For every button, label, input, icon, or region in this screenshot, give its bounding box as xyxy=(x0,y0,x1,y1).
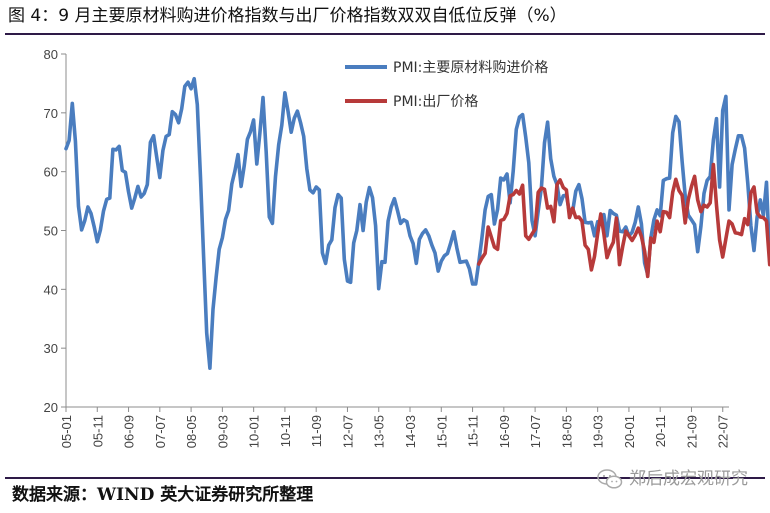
y-tick-label: 20 xyxy=(44,400,58,415)
x-tick-label: 05-01 xyxy=(59,415,74,448)
legend-label: PMI:主要原材料购进价格 xyxy=(393,60,548,76)
source-note: 数据来源：WIND 英大证券研究所整理 xyxy=(12,485,314,505)
watermark-text: 郑后成宏观研究 xyxy=(629,469,748,489)
x-tick-label: 06-09 xyxy=(122,415,137,448)
y-tick-label: 40 xyxy=(44,282,58,297)
x-tick-label: 16-09 xyxy=(497,415,512,448)
x-tick-label: 20-01 xyxy=(622,415,637,448)
x-tick-label: 07-07 xyxy=(153,415,168,448)
y-tick-label: 30 xyxy=(44,341,58,356)
x-tick-label: 21-09 xyxy=(684,415,699,448)
x-tick-label: 15-11 xyxy=(466,415,481,447)
x-tick-label: 05-11 xyxy=(90,415,105,447)
x-tick-label: 15-01 xyxy=(434,415,449,448)
top-rule xyxy=(5,33,765,35)
x-tick-label: 14-03 xyxy=(403,415,418,448)
bottom-rule xyxy=(5,477,765,479)
x-tick-label: 17-07 xyxy=(528,415,543,448)
x-tick-label: 09-03 xyxy=(215,415,230,448)
x-tick-label: 18-05 xyxy=(559,415,574,448)
series-line-output-price xyxy=(476,162,770,279)
chart-title: 图 4：9 月主要原材料购进价格指数与出厂价格指数双双自低位反弹（%） xyxy=(8,6,567,26)
y-tick-label: 70 xyxy=(44,106,58,121)
x-tick-label: 10-01 xyxy=(247,415,262,448)
x-tick-label: 10-11 xyxy=(278,415,293,447)
x-tick-label: 13-05 xyxy=(372,415,387,448)
x-tick-label: 19-03 xyxy=(591,415,606,448)
wechat-icon xyxy=(597,469,623,489)
watermark: 郑后成宏观研究 xyxy=(597,468,748,490)
y-tick-label: 60 xyxy=(44,165,58,180)
x-tick-label: 08-05 xyxy=(184,415,199,448)
chart-area: 20 30 40 50 60 70 80 05-01 05-11 06-09 07-07 08-05 0… xyxy=(44,47,770,448)
x-tick-label: 11-09 xyxy=(309,415,324,447)
x-tick-label: 22-07 xyxy=(716,415,731,448)
y-tick-label: 50 xyxy=(44,224,58,239)
y-tick-label: 80 xyxy=(44,47,58,62)
legend-label: PMI:出厂价格 xyxy=(393,94,478,110)
x-tick-label: 12-07 xyxy=(340,415,355,448)
series-line-raw-material-price xyxy=(64,76,770,371)
x-tick-label: 20-11 xyxy=(653,415,668,447)
